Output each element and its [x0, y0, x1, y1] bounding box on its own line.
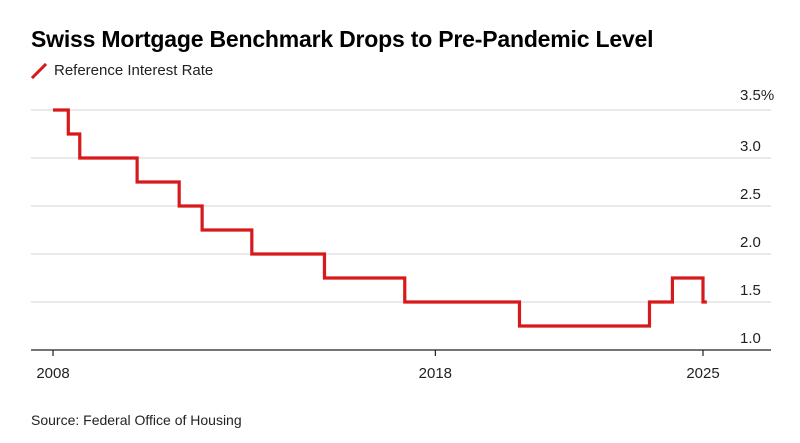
y-tick-label: 2.5: [740, 186, 761, 203]
source-note: Source: Federal Office of Housing: [31, 412, 242, 428]
x-tick-label: 2008: [36, 365, 69, 382]
legend: Reference Interest Rate: [31, 62, 213, 79]
series-line-reference-interest-rate: [53, 108, 707, 328]
legend-label: Reference Interest Rate: [54, 62, 214, 79]
x-tick-label: 2025: [686, 365, 719, 382]
y-tick-label: 2.0: [740, 234, 761, 251]
y-tick-label: 1.0: [740, 330, 761, 347]
y-tick-label: 3.0: [740, 138, 761, 155]
chart-title: Swiss Mortgage Benchmark Drops to Pre-Pa…: [31, 26, 654, 52]
legend-line-icon: [31, 62, 47, 79]
y-tick-label: 3.5%: [740, 87, 774, 104]
y-tick-label: 1.5: [740, 282, 761, 299]
x-tick-label: 2018: [419, 365, 452, 382]
